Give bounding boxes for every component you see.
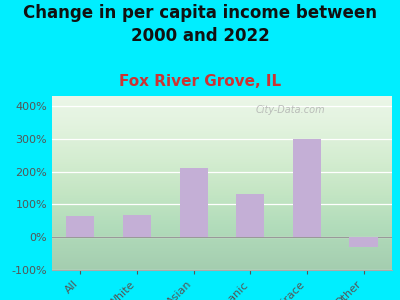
- Bar: [123, 215, 151, 237]
- Text: Change in per capita income between
2000 and 2022: Change in per capita income between 2000…: [23, 4, 377, 45]
- Bar: [293, 139, 321, 237]
- Bar: [180, 168, 208, 237]
- Bar: [66, 216, 94, 237]
- Bar: [350, 237, 378, 247]
- Text: City-Data.com: City-Data.com: [256, 105, 326, 115]
- Bar: [236, 194, 264, 237]
- Text: Fox River Grove, IL: Fox River Grove, IL: [119, 74, 281, 88]
